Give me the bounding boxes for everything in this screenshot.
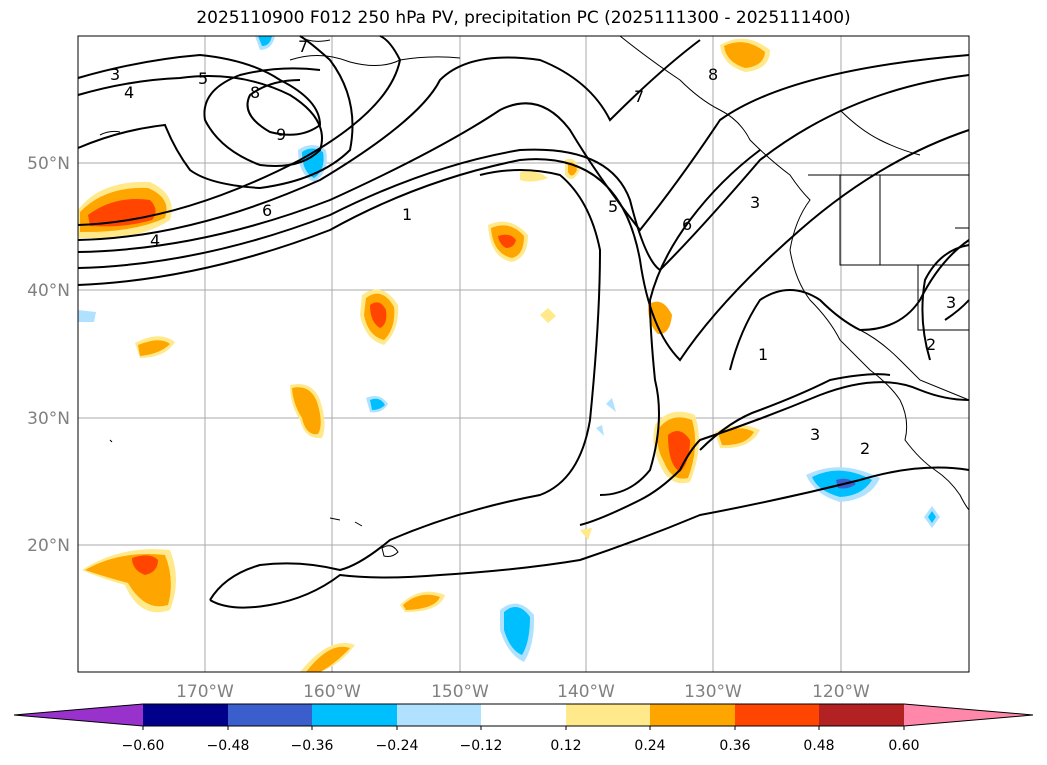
contour-label: 9 <box>276 125 286 144</box>
lon-label: 130°W <box>684 682 742 702</box>
contour-label: 2 <box>926 335 936 354</box>
colorbar-tick-label: 0.48 <box>803 738 834 754</box>
lon-label: 170°W <box>176 682 234 702</box>
coastlines <box>99 35 970 557</box>
colorbar-extend-low <box>14 704 143 726</box>
contour-label: 8 <box>708 65 718 84</box>
map-title: 2025110900 F012 250 hPa PV, precipitatio… <box>196 8 851 28</box>
map-panel <box>78 36 969 672</box>
contour-label: 2 <box>860 439 870 458</box>
contour-label: 7 <box>634 87 644 106</box>
graticule <box>78 36 969 672</box>
contour-label: 8 <box>250 83 260 102</box>
contour-label: 1 <box>758 345 768 364</box>
contour-label: 3 <box>810 425 820 444</box>
colorbar-tick-label: −0.12 <box>460 738 503 754</box>
contour-label: 1 <box>402 205 412 224</box>
pv-contours <box>77 35 970 609</box>
colorbar-tick-label: 0.24 <box>634 738 665 754</box>
lat-label: 40°N <box>27 281 70 301</box>
contour-label: 5 <box>198 69 208 88</box>
longitude-labels: 170°W 160°W 150°W 140°W 130°W 120°W <box>176 682 870 702</box>
colorbar-segment <box>819 704 904 726</box>
contour-label: 5 <box>608 197 618 216</box>
lat-label: 50°N <box>27 154 70 174</box>
lon-label: 140°W <box>557 682 615 702</box>
colorbar-tick-label: 0.36 <box>719 738 750 754</box>
colorbar-segment <box>143 704 228 726</box>
colorbar-tick-label: −0.24 <box>376 738 419 754</box>
lon-label: 120°W <box>812 682 870 702</box>
contour-label: 3 <box>946 293 956 312</box>
lat-label: 30°N <box>27 409 70 429</box>
colorbar-segment <box>481 704 566 726</box>
colorbar-segment <box>650 704 735 726</box>
colorbar-tick-label: −0.36 <box>291 738 334 754</box>
colorbar-segment <box>735 704 819 726</box>
lon-label: 150°W <box>431 682 489 702</box>
lat-label: 20°N <box>27 536 70 556</box>
colorbar-segment <box>566 704 650 726</box>
contour-label: 6 <box>262 201 272 220</box>
colorbar-tick-label: −0.48 <box>207 738 250 754</box>
contour-label: 4 <box>150 231 160 250</box>
contour-labels: 3 4 5 7 8 9 6 4 1 7 8 5 6 3 1 2 3 2 3 <box>110 37 956 458</box>
contour-label: 6 <box>682 215 692 234</box>
lon-label: 160°W <box>303 682 361 702</box>
colorbar-segment <box>228 704 312 726</box>
latitude-labels: 50°N 40°N 30°N 20°N <box>27 154 70 556</box>
colorbar-extend-high <box>904 704 1033 726</box>
contour-label: 4 <box>124 83 134 102</box>
contour-label: 7 <box>298 37 308 56</box>
colorbar-tick-label: 0.12 <box>550 738 581 754</box>
colorbar-tick-label: 0.60 <box>888 738 919 754</box>
colorbar-tick-label: −0.60 <box>122 738 165 754</box>
colorbar-segment <box>312 704 397 726</box>
colorbar: −0.60 −0.48 −0.36 −0.24 −0.12 0.12 0.24 … <box>13 703 1034 754</box>
contour-label: 3 <box>110 65 120 84</box>
precip-shading <box>78 36 940 672</box>
colorbar-segment <box>397 704 481 726</box>
contour-label: 3 <box>750 193 760 212</box>
map-frame <box>77 35 970 673</box>
